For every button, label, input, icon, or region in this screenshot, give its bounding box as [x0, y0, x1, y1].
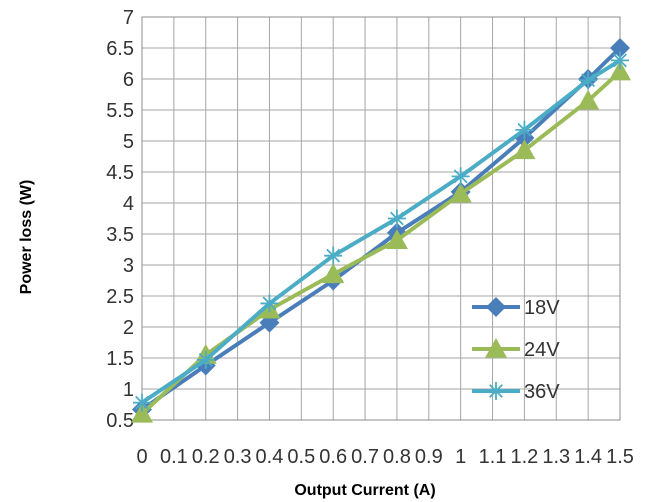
data-point-36V: [451, 167, 470, 186]
data-point-36V: [579, 71, 598, 90]
star-marker-stroke: [453, 169, 468, 184]
star-marker-stroke: [389, 211, 404, 226]
legend: 18V 24V 36V: [472, 297, 560, 403]
star-marker-stroke: [135, 395, 149, 410]
x-tick-label: 0.7: [351, 446, 379, 468]
star-marker-stroke: [489, 384, 503, 398]
data-point-24V: [385, 229, 408, 249]
x-tick-label: 1: [455, 446, 466, 468]
y-axis-title: Power loss (W): [18, 180, 35, 295]
data-point-24V: [577, 89, 600, 110]
star-marker-stroke: [613, 53, 627, 68]
y-tick-label: 1: [123, 379, 134, 401]
x-axis-ticks: 0 0.1 0.2 0.3 0.4 0.5 0.6 0.7 0.8 0.9 1 1.1 1.2 1.3 1.…: [136, 446, 633, 468]
x-tick-label: 1.3: [542, 446, 570, 468]
x-tick-label: 1.1: [479, 446, 507, 468]
data-point-36V: [260, 294, 279, 313]
data-point-24V: [609, 60, 631, 81]
x-axis-title: Output Current (A): [294, 482, 435, 499]
y-tick-label: 1.5: [106, 348, 134, 370]
y-tick-label: 4.5: [106, 162, 134, 184]
data-point-24V: [513, 139, 536, 160]
star-marker-stroke: [581, 73, 596, 88]
star-marker-stroke: [517, 122, 532, 137]
y-tick-label: 3: [123, 255, 134, 277]
y-axis-ticks: 0.5 1 1.5 2 2.5 3 3.5 4 4.5 5 5.5 6 6.5 7: [106, 7, 134, 432]
x-tick-label: 1.2: [510, 446, 538, 468]
data-point-36V: [611, 51, 629, 70]
data-point-24V: [322, 263, 345, 284]
y-tick-label: 5: [123, 131, 134, 153]
x-tick-label: 1.4: [574, 446, 602, 468]
data-point-18V: [610, 38, 630, 58]
y-tick-label: 7: [123, 7, 134, 29]
y-tick-label: 2: [123, 317, 134, 339]
data-point-36V: [515, 120, 534, 139]
x-tick-label: 0.3: [224, 446, 252, 468]
x-tick-label: 0.9: [415, 446, 443, 468]
legend-label-18V: 18V: [524, 297, 560, 319]
star-marker-stroke: [326, 248, 341, 263]
plot-area-border: [141, 16, 621, 421]
data-point-36V: [133, 393, 151, 412]
y-tick-label: 6.5: [106, 38, 134, 60]
star-marker-stroke: [262, 296, 277, 311]
data-point-24V: [131, 402, 153, 423]
x-tick-label: 0: [136, 446, 147, 468]
x-tick-label: 0.1: [160, 446, 188, 468]
data-point-36V: [387, 209, 406, 228]
y-tick-label: 0.5: [106, 410, 134, 432]
data-point-24V: [449, 182, 472, 203]
legend-label-36V: 36V: [524, 381, 560, 403]
star-marker-stroke: [198, 352, 213, 367]
chart-series: [131, 38, 631, 423]
x-tick-label: 1.5: [606, 446, 634, 468]
data-point-36V: [324, 246, 343, 265]
data-point-36V: [196, 350, 215, 369]
legend-label-24V: 24V: [524, 339, 560, 361]
x-tick-label: 0.5: [287, 446, 315, 468]
y-tick-label: 5.5: [106, 100, 134, 122]
legend-marker-36V: [487, 382, 505, 400]
x-tick-label: 0.8: [383, 446, 411, 468]
legend-marker-18V: [486, 297, 506, 317]
x-tick-label: 0.6: [319, 446, 347, 468]
x-tick-label: 0.4: [256, 446, 284, 468]
legend-marker-24V: [485, 338, 507, 358]
y-tick-label: 4: [123, 193, 134, 215]
x-tick-label: 0.2: [192, 446, 220, 468]
y-tick-label: 3.5: [106, 224, 134, 246]
y-tick-label: 2.5: [106, 286, 134, 308]
y-tick-label: 6: [123, 69, 134, 91]
chart-grid: [141, 16, 621, 421]
